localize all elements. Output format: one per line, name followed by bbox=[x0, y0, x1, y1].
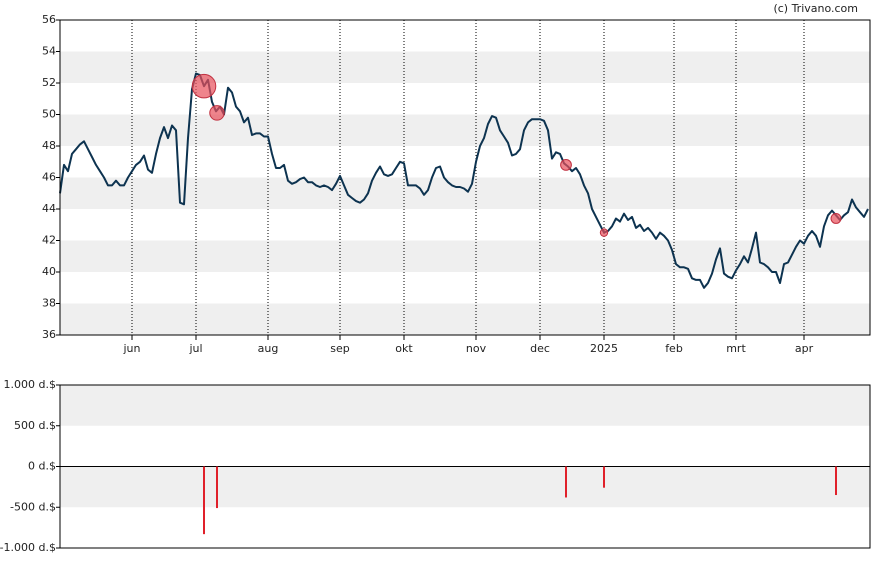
y-tick-label: 56 bbox=[42, 13, 56, 26]
trade-marker bbox=[209, 105, 225, 121]
grid-band bbox=[60, 303, 870, 335]
bar bbox=[565, 466, 567, 498]
plot-border bbox=[59, 19, 871, 336]
y-tick-label: 52 bbox=[42, 76, 56, 89]
x-tick-label: apr bbox=[795, 342, 814, 355]
x-tick-label: aug bbox=[258, 342, 279, 355]
trade-marker bbox=[560, 159, 572, 171]
grid-band bbox=[60, 114, 870, 146]
grid-band bbox=[60, 466, 870, 508]
x-tick-label: nov bbox=[466, 342, 487, 355]
bar bbox=[203, 466, 205, 535]
x-tick-label: dec bbox=[530, 342, 550, 355]
grid-band bbox=[60, 177, 870, 209]
bar bbox=[603, 466, 605, 488]
x-tick-label: okt bbox=[395, 342, 413, 355]
trade-marker bbox=[830, 212, 842, 224]
y-tick-label: 500 d.$ bbox=[14, 419, 56, 432]
trade-marker bbox=[191, 73, 217, 99]
bar bbox=[216, 466, 218, 509]
x-tick-label: feb bbox=[665, 342, 683, 355]
grid-band bbox=[60, 240, 870, 272]
credit: (c) Trivano.com bbox=[773, 2, 858, 15]
y-tick-label: 46 bbox=[42, 171, 56, 184]
grid-band bbox=[60, 385, 870, 426]
grid-band bbox=[60, 51, 870, 83]
y-tick-label: 40 bbox=[42, 265, 56, 278]
x-tick-label: mrt bbox=[726, 342, 746, 355]
y-tick-label: 54 bbox=[42, 45, 56, 58]
trade-marker bbox=[599, 228, 609, 237]
x-tick-label: jun bbox=[123, 342, 141, 355]
y-tick-label: 38 bbox=[42, 297, 56, 310]
x-tick-label: sep bbox=[330, 342, 349, 355]
y-tick-label: 50 bbox=[42, 108, 56, 121]
plot-border bbox=[59, 384, 871, 549]
bar bbox=[835, 466, 837, 496]
y-tick-label: 36 bbox=[42, 328, 56, 341]
y-tick-label: 1.000 d.$ bbox=[4, 378, 56, 391]
x-tick-label: 2025 bbox=[590, 342, 618, 355]
y-tick-label: 48 bbox=[42, 139, 56, 152]
x-tick-label: jul bbox=[188, 342, 202, 355]
y-tick-label: -500 d.$ bbox=[10, 500, 56, 513]
y-tick-label: 42 bbox=[42, 234, 56, 247]
y-tick-label: -1.000 d.$ bbox=[0, 541, 56, 554]
y-tick-label: 44 bbox=[42, 202, 56, 215]
y-tick-label: 0 d.$ bbox=[28, 460, 56, 473]
